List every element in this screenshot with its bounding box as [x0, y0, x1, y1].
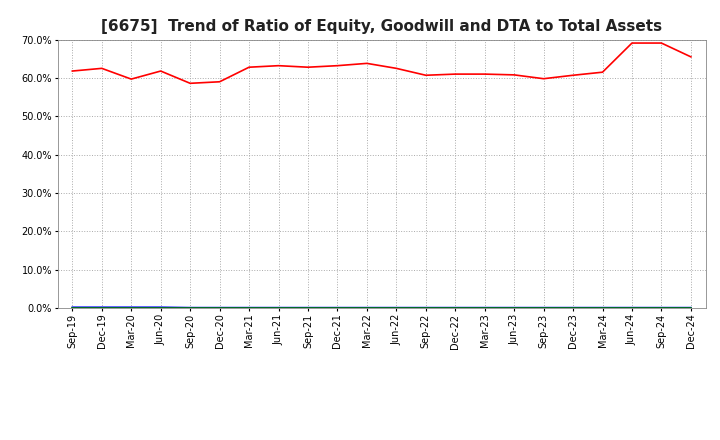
Equity — [657, 40, 666, 46]
Goodwill — [245, 305, 253, 310]
Goodwill — [510, 305, 518, 310]
Deferred Tax Assets — [186, 305, 194, 311]
Deferred Tax Assets — [657, 305, 666, 311]
Line: Equity: Equity — [72, 43, 691, 83]
Equity — [97, 66, 106, 71]
Deferred Tax Assets — [215, 305, 224, 311]
Equity — [687, 54, 696, 59]
Deferred Tax Assets — [127, 305, 135, 311]
Deferred Tax Assets — [539, 305, 548, 311]
Deferred Tax Assets — [392, 305, 400, 311]
Equity — [186, 81, 194, 86]
Deferred Tax Assets — [304, 305, 312, 311]
Goodwill — [127, 304, 135, 310]
Equity — [392, 66, 400, 71]
Goodwill — [274, 305, 283, 310]
Goodwill — [333, 305, 342, 310]
Deferred Tax Assets — [363, 305, 372, 311]
Goodwill — [539, 305, 548, 310]
Equity — [156, 68, 165, 73]
Equity — [127, 77, 135, 82]
Equity — [539, 76, 548, 81]
Goodwill — [628, 305, 636, 310]
Deferred Tax Assets — [97, 305, 106, 311]
Goodwill — [156, 304, 165, 310]
Goodwill — [480, 305, 489, 310]
Title: [6675]  Trend of Ratio of Equity, Goodwill and DTA to Total Assets: [6675] Trend of Ratio of Equity, Goodwil… — [101, 19, 662, 34]
Equity — [363, 61, 372, 66]
Equity — [598, 70, 607, 75]
Deferred Tax Assets — [687, 305, 696, 311]
Equity — [421, 73, 430, 78]
Equity — [304, 65, 312, 70]
Deferred Tax Assets — [510, 305, 518, 311]
Equity — [215, 79, 224, 84]
Goodwill — [97, 304, 106, 310]
Deferred Tax Assets — [156, 305, 165, 311]
Equity — [480, 71, 489, 77]
Equity — [451, 71, 459, 77]
Equity — [68, 68, 76, 73]
Deferred Tax Assets — [274, 305, 283, 311]
Deferred Tax Assets — [569, 305, 577, 311]
Goodwill — [657, 305, 666, 310]
Goodwill — [392, 305, 400, 310]
Goodwill — [186, 305, 194, 310]
Goodwill — [363, 305, 372, 310]
Equity — [274, 63, 283, 68]
Equity — [628, 40, 636, 46]
Goodwill — [569, 305, 577, 310]
Deferred Tax Assets — [628, 305, 636, 311]
Goodwill — [215, 305, 224, 310]
Goodwill — [421, 305, 430, 310]
Equity — [510, 72, 518, 77]
Equity — [245, 65, 253, 70]
Deferred Tax Assets — [598, 305, 607, 311]
Goodwill — [687, 305, 696, 310]
Goodwill — [598, 305, 607, 310]
Deferred Tax Assets — [421, 305, 430, 311]
Goodwill — [68, 304, 76, 310]
Equity — [569, 73, 577, 78]
Deferred Tax Assets — [333, 305, 342, 311]
Deferred Tax Assets — [68, 305, 76, 311]
Deferred Tax Assets — [451, 305, 459, 311]
Equity — [333, 63, 342, 68]
Goodwill — [304, 305, 312, 310]
Deferred Tax Assets — [480, 305, 489, 311]
Deferred Tax Assets — [245, 305, 253, 311]
Goodwill — [451, 305, 459, 310]
